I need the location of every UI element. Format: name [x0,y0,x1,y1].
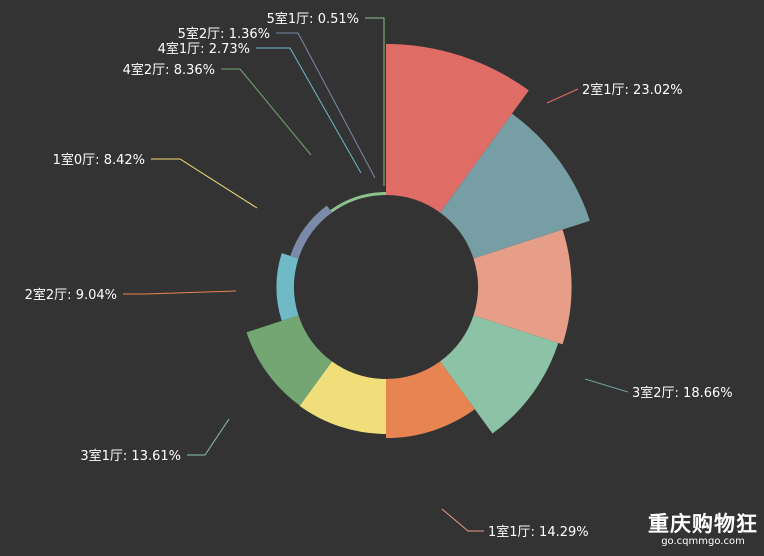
slice-label-9: 5室2厅: 1.36% [178,26,270,42]
slice-label-6: 1室0厅: 8.42% [53,152,145,168]
label-leader-line-5 [123,291,236,294]
label-leader-line-4 [187,419,229,455]
slice-label-3: 1室1厅: 14.29% [488,524,589,540]
pie-slice-9[interactable] [290,206,332,259]
label-leader-line-10 [365,18,384,186]
label-leader-line-2 [585,379,628,392]
watermark-title: 重庆购物狂 [648,512,758,536]
watermark-logo: 重庆购物狂 go.cqmmgo.com [648,512,758,547]
label-leader-line-3 [442,509,484,531]
label-leader-line-8 [256,48,361,173]
pie-slice-10[interactable] [330,192,386,213]
slice-label-4: 3室1厅: 13.61% [80,448,181,464]
label-leader-line-9 [276,33,375,178]
watermark-subtitle: go.cqmmgo.com [648,536,758,547]
slice-label-2: 3室2厅: 18.66% [632,385,733,401]
pie-slice-8[interactable] [276,253,298,321]
label-leader-line-1 [547,89,578,103]
slice-label-10: 5室1厅: 0.51% [267,11,359,27]
slice-label-8: 4室1厅: 2.73% [158,41,250,57]
label-leader-line-6 [151,159,257,208]
slice-label-7: 4室2厅: 8.36% [123,62,215,78]
slice-label-1: 2室1厅: 23.02% [582,82,683,98]
slice-label-5: 2室2厅: 9.04% [25,287,117,303]
label-leader-line-7 [221,69,311,155]
